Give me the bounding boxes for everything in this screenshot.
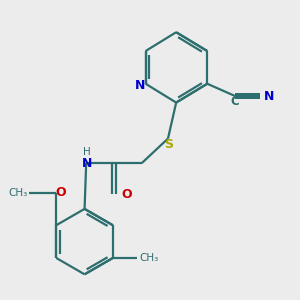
Text: CH₃: CH₃: [8, 188, 27, 197]
Text: O: O: [56, 186, 67, 199]
Text: CH₃: CH₃: [139, 253, 158, 263]
Text: N: N: [82, 157, 92, 169]
Text: S: S: [164, 138, 173, 151]
Text: H: H: [83, 146, 91, 157]
Text: N: N: [134, 79, 145, 92]
Text: N: N: [263, 89, 274, 103]
Text: O: O: [121, 188, 132, 201]
Text: C: C: [231, 95, 239, 108]
